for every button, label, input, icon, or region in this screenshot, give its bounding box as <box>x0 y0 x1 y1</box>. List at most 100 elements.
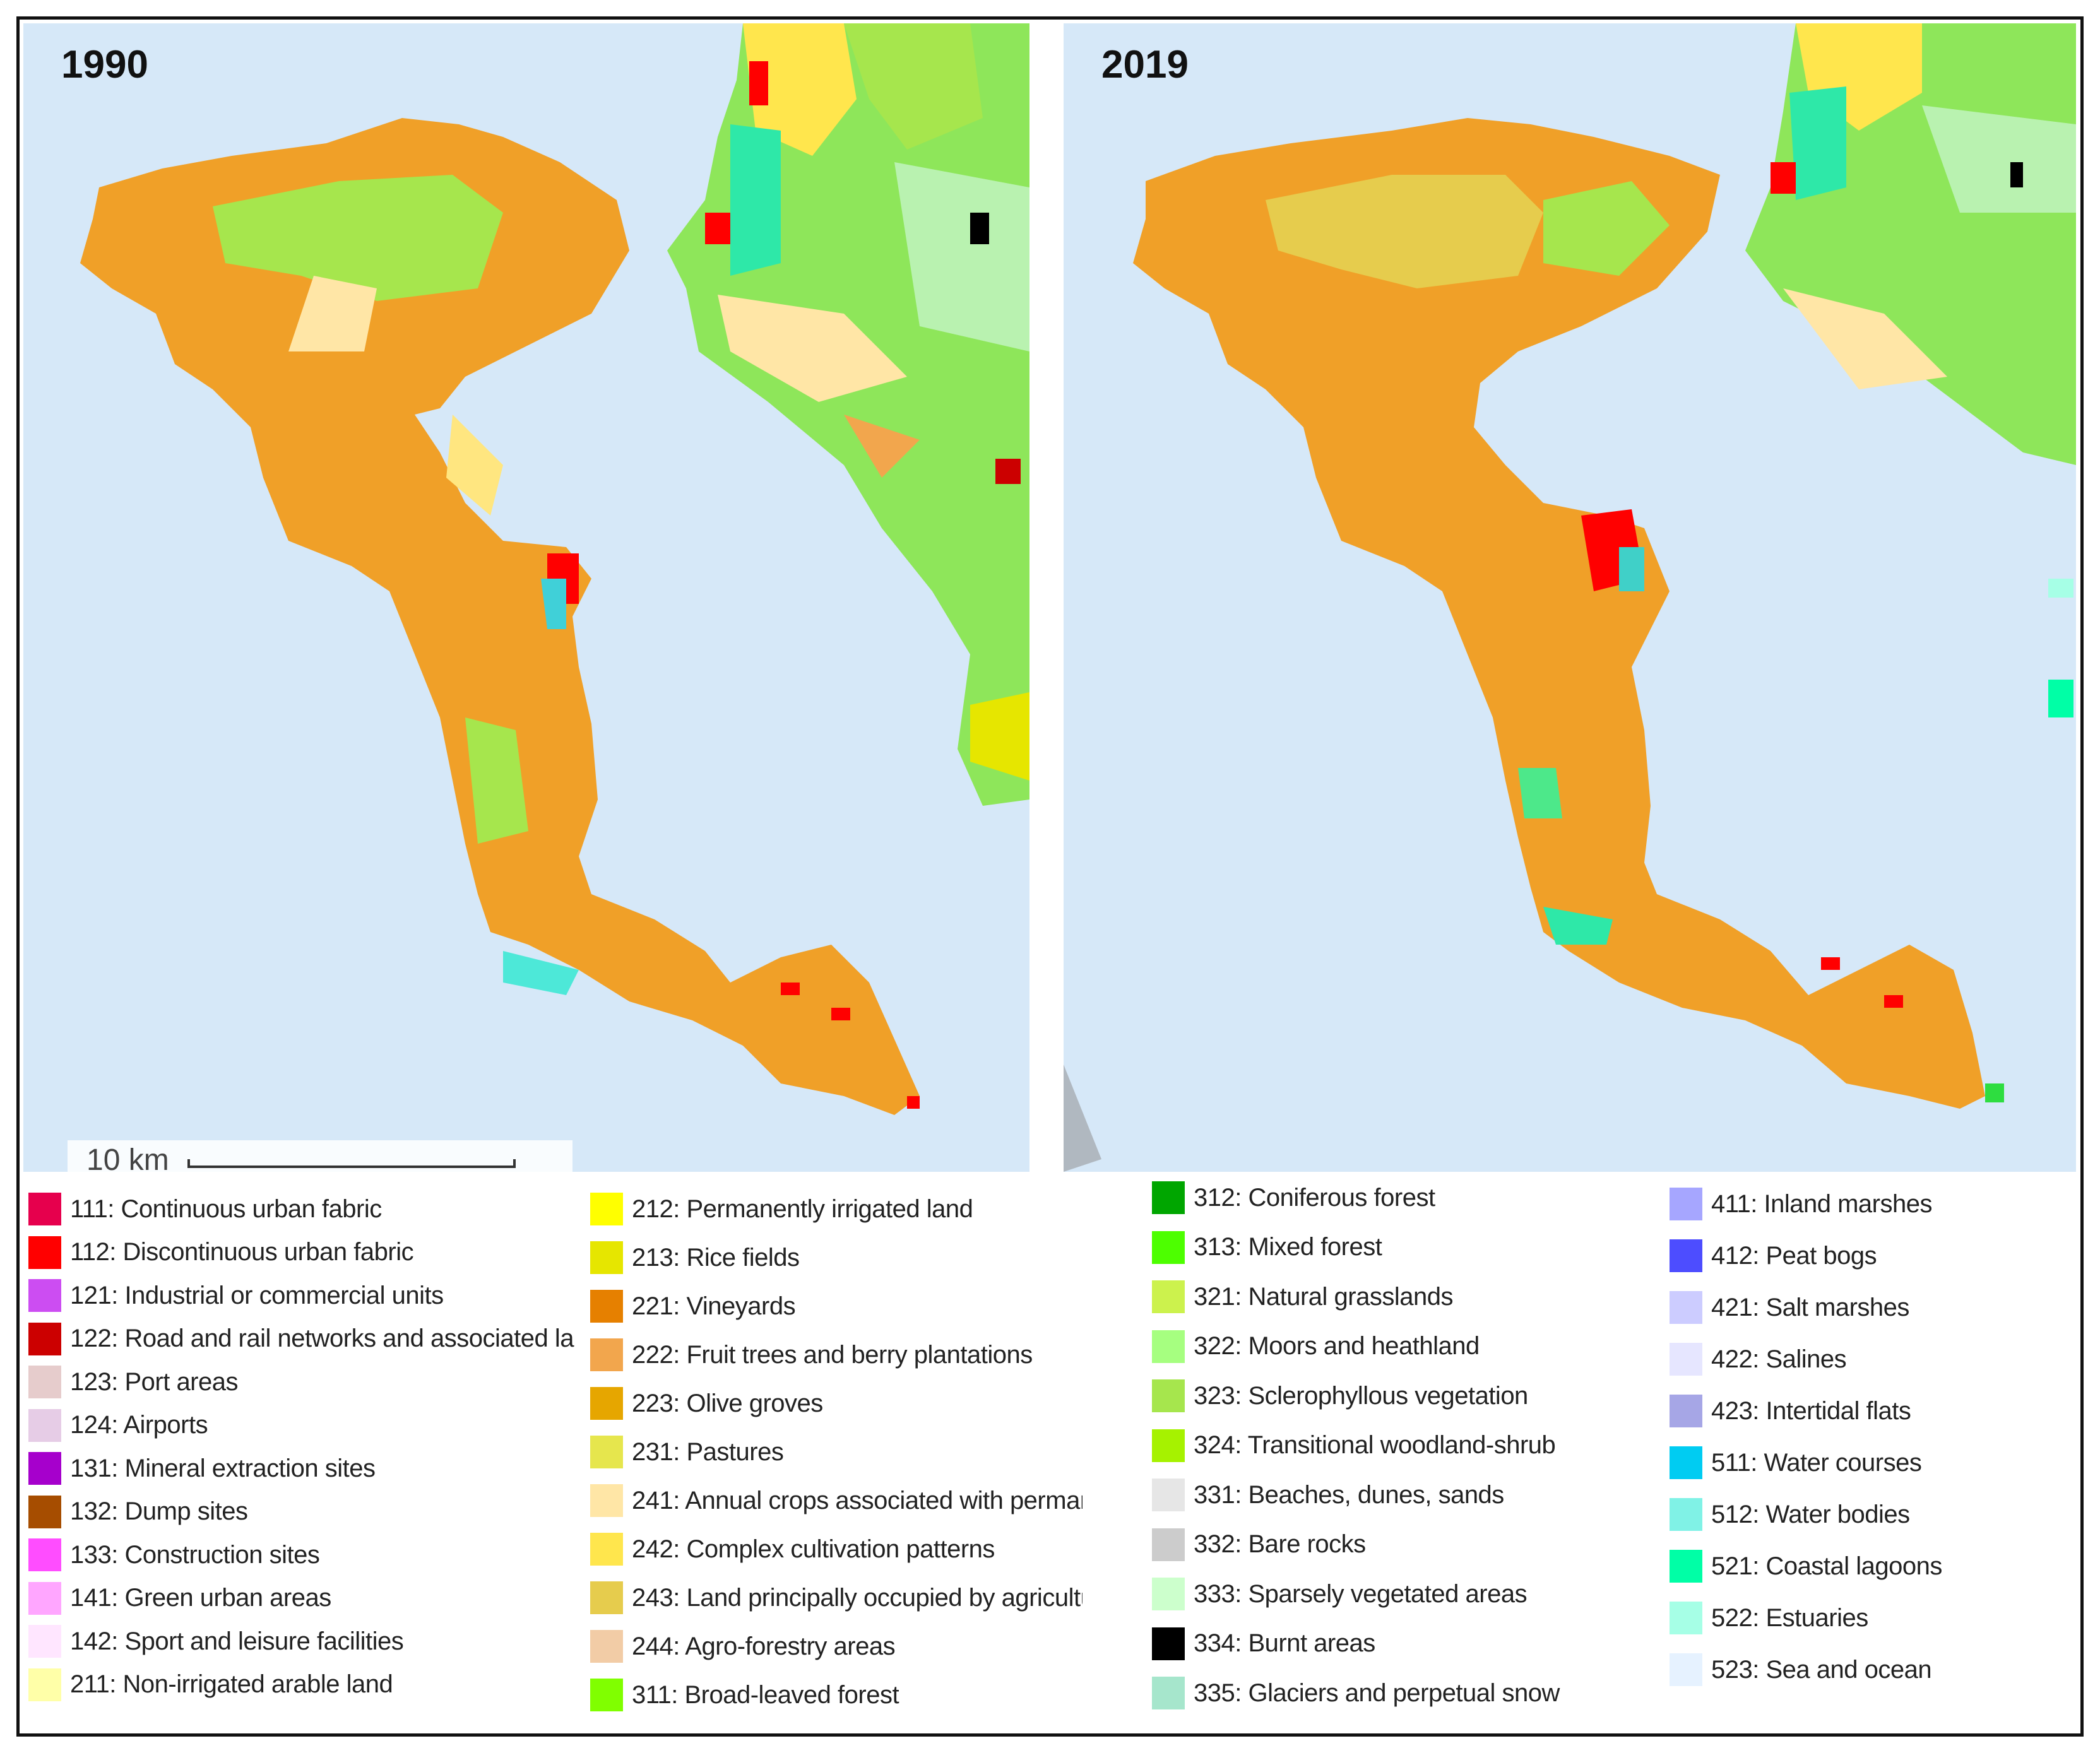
legend-label: 512: Water bodies <box>1711 1500 1910 1528</box>
legend-swatch <box>1152 1429 1185 1462</box>
legend-label: 123: Port areas <box>70 1367 239 1396</box>
legend-swatch <box>590 1484 623 1517</box>
legend-label: 411: Inland marshes <box>1711 1189 1932 1218</box>
legend-label: 133: Construction sites <box>70 1540 320 1569</box>
legend-label: 222: Fruit trees and berry plantations <box>632 1340 1033 1369</box>
legend-item: 142: Sport and leisure facilities <box>28 1622 404 1661</box>
legend-swatch <box>590 1679 623 1711</box>
legend-label: 241: Annual crops associated with perman… <box>632 1486 1083 1514</box>
legend-swatch <box>1670 1291 1702 1324</box>
legend-item: 411: Inland marshes <box>1670 1184 1932 1224</box>
legend-swatch <box>28 1279 61 1312</box>
legend-item: 421: Salt marshes <box>1670 1288 1909 1327</box>
legend-swatch <box>590 1630 623 1663</box>
legend-swatch <box>28 1625 61 1658</box>
legend-swatch <box>590 1193 623 1225</box>
scale-bar: 10 km <box>68 1140 572 1172</box>
legend-item: 212: Permanently irrigated land <box>590 1189 973 1229</box>
legend-item: 133: Construction sites <box>28 1535 320 1574</box>
legend-item: 412: Peat bogs <box>1670 1236 1877 1275</box>
legend-label: 322: Moors and heathland <box>1194 1332 1480 1360</box>
legend-item: 512: Water bodies <box>1670 1495 1910 1534</box>
legend-label: 212: Permanently irrigated land <box>632 1195 973 1223</box>
legend-label: 132: Dump sites <box>70 1497 248 1525</box>
legend-item: 123: Port areas <box>28 1362 239 1402</box>
legend-label: 122: Road and rail networks and associat… <box>70 1325 574 1352</box>
scale-line <box>187 1159 516 1168</box>
legend-label: 112: Discontinuous urban fabric <box>70 1238 414 1266</box>
legend-swatch <box>1152 1330 1185 1363</box>
legend-swatch <box>1670 1602 1702 1634</box>
legend-swatch <box>1152 1280 1185 1313</box>
legend-swatch <box>1152 1231 1185 1264</box>
legend-label: 313: Mixed forest <box>1194 1233 1382 1261</box>
legend-label: 124: Airports <box>70 1411 208 1439</box>
legend-label: 511: Water courses <box>1711 1448 1922 1477</box>
legend-item: 121: Industrial or commercial units <box>28 1276 444 1315</box>
legend-swatch <box>28 1495 61 1528</box>
legend-item: 141: Green urban areas <box>28 1579 331 1618</box>
legend-item: 332: Bare rocks <box>1152 1525 1366 1564</box>
legend-item: 331: Beaches, dunes, sands <box>1152 1475 1504 1514</box>
legend-label: 523: Sea and ocean <box>1711 1655 1932 1684</box>
legend-label: 423: Intertidal flats <box>1711 1396 1911 1425</box>
legend-label: 321: Natural grasslands <box>1194 1282 1453 1311</box>
legend: 111: Continuous urban fabric 112: Discont… <box>20 1172 2080 1733</box>
legend-swatch <box>28 1581 61 1615</box>
legend-item: 112: Discontinuous urban fabric <box>28 1233 414 1272</box>
legend-item: 522: Estuaries <box>1670 1598 1868 1638</box>
legend-item: 132: Dump sites <box>28 1492 248 1532</box>
map-1990-graphic <box>23 23 1029 1172</box>
legend-item: 324: Transitional woodland-shrub <box>1152 1426 1556 1465</box>
legend-label: 421: Salt marshes <box>1711 1293 1909 1321</box>
legend-swatch <box>1152 1379 1185 1412</box>
map-2019-graphic <box>1064 23 2076 1172</box>
legend-item: 124: Airports <box>28 1406 208 1445</box>
legend-item: 422: Salines <box>1670 1340 1847 1379</box>
legend-item: 523: Sea and ocean <box>1670 1650 1932 1689</box>
legend-item: 211: Non-irrigated arable land <box>28 1665 393 1704</box>
legend-swatch <box>1152 1578 1185 1610</box>
legend-swatch <box>590 1241 623 1274</box>
legend-swatch <box>28 1366 61 1398</box>
legend-swatch <box>1670 1498 1702 1531</box>
legend-label: 334: Burnt areas <box>1194 1629 1375 1657</box>
legend-item: 222: Fruit trees and berry plantations <box>590 1335 1033 1374</box>
legend-swatch <box>590 1436 623 1468</box>
legend-label: 324: Transitional woodland-shrub <box>1194 1431 1556 1459</box>
legend-swatch <box>590 1290 623 1323</box>
legend-item: 321: Natural grasslands <box>1152 1277 1453 1316</box>
legend-label: 142: Sport and leisure facilities <box>70 1627 404 1655</box>
legend-swatch <box>1670 1653 1702 1686</box>
legend-swatch <box>590 1533 623 1566</box>
legend-swatch <box>1670 1395 1702 1427</box>
legend-item: 241: Annual crops associated with perman… <box>590 1481 1083 1520</box>
legend-item: 423: Intertidal flats <box>1670 1391 1911 1431</box>
legend-swatch <box>1152 1181 1185 1214</box>
legend-swatch <box>1152 1627 1185 1660</box>
legend-label: 522: Estuaries <box>1711 1603 1868 1632</box>
legend-item: 244: Agro-forestry areas <box>590 1627 896 1666</box>
legend-swatch <box>1670 1343 1702 1376</box>
legend-label: 211: Non-irrigated arable land <box>70 1670 393 1698</box>
legend-item: 122: Road and rail networks and associat… <box>28 1319 574 1359</box>
year-label-1990: 1990 <box>61 43 148 86</box>
legend-item: 322: Moors and heathland <box>1152 1327 1480 1366</box>
legend-swatch <box>590 1338 623 1371</box>
legend-item: 335: Glaciers and perpetual snow <box>1152 1673 1560 1713</box>
map-1990: 1990 10 km <box>23 23 1029 1172</box>
legend-swatch <box>28 1193 61 1225</box>
figure-frame: 1990 10 km <box>16 16 2084 1737</box>
legend-item: 131: Mineral extraction sites <box>28 1449 376 1488</box>
legend-label: 332: Bare rocks <box>1194 1530 1366 1558</box>
legend-label: 335: Glaciers and perpetual snow <box>1194 1679 1560 1707</box>
legend-column-2: 212: Permanently irrigated land 213: Rice… <box>590 1189 1083 1738</box>
legend-item: 243: Land principally occupied by agricu… <box>590 1578 1083 1617</box>
legend-label: 521: Coastal lagoons <box>1711 1552 1942 1580</box>
legend-label: 141: Green urban areas <box>70 1584 331 1612</box>
legend-label: 131: Mineral extraction sites <box>70 1454 376 1482</box>
legend-label: 223: Olive groves <box>632 1389 823 1417</box>
legend-item: 223: Olive groves <box>590 1384 823 1423</box>
legend-label: 244: Agro-forestry areas <box>632 1632 896 1660</box>
year-label-2019: 2019 <box>1101 43 1189 86</box>
